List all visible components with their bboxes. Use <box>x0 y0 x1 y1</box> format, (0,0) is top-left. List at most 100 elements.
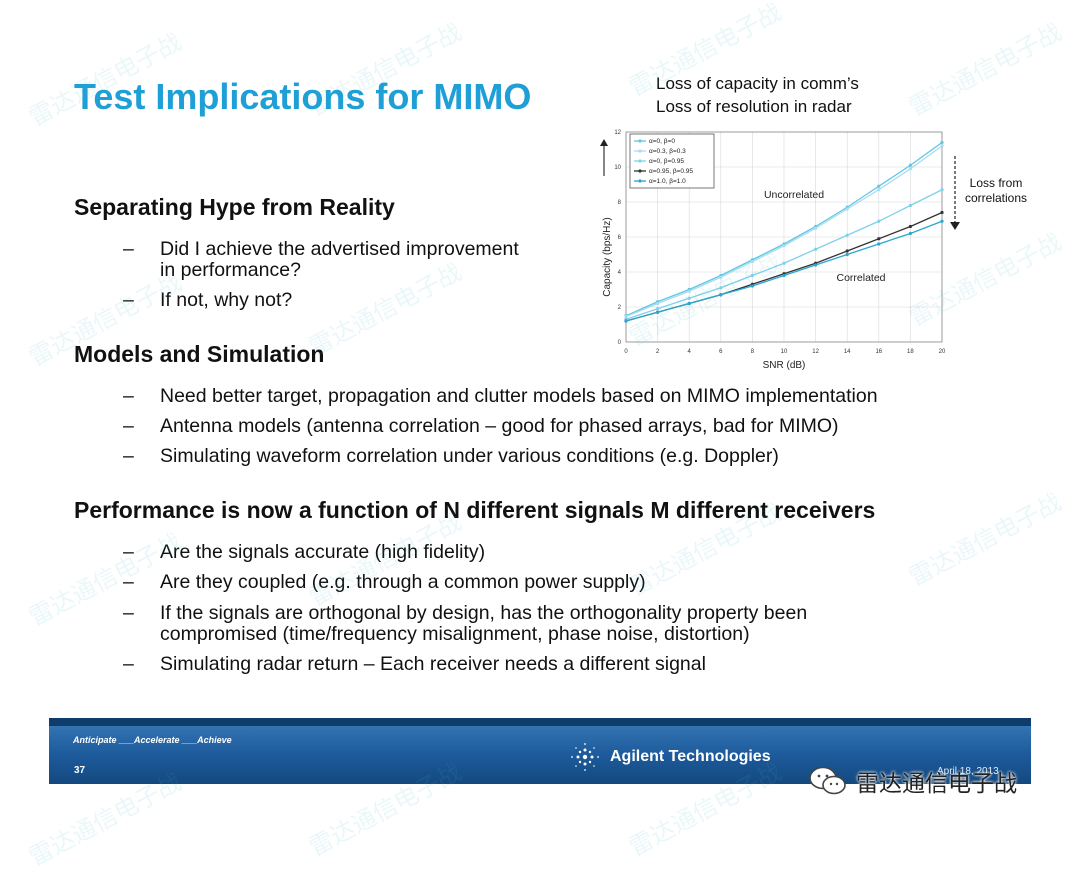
legend-marker <box>638 169 642 173</box>
wechat-watermark: 雷达通信电子战 <box>808 764 1017 798</box>
data-point <box>940 219 944 223</box>
data-point <box>624 319 628 323</box>
section-heading: Performance is now a function of N diffe… <box>74 497 876 523</box>
annotation-correlated: Correlated <box>836 272 885 284</box>
bullet-item: – Are they coupled (e.g. through a commo… <box>123 572 646 593</box>
data-point <box>940 188 944 192</box>
data-point <box>845 249 849 253</box>
down-arrow-icon <box>950 156 960 230</box>
agilent-brand: Agilent Technologies <box>568 740 771 774</box>
legend-marker <box>638 179 642 183</box>
bullet-item: – Antenna models (antenna correlation – … <box>123 416 839 437</box>
footer-date: April 18, 2013 <box>937 766 999 777</box>
data-point <box>719 286 723 290</box>
bullet-item: – Are the signals accurate (high fidelit… <box>123 542 485 563</box>
chart-caption-line: Loss of resolution in radar <box>656 97 852 116</box>
section-heading: Separating Hype from Reality <box>74 194 395 220</box>
data-point <box>782 244 786 248</box>
chart-caption-line: Loss of capacity in comm’s <box>656 74 859 93</box>
legend-label: α=0.3, β=0.3 <box>649 148 686 155</box>
bullet-text: compromised (time/frequency misalignment… <box>160 623 750 645</box>
data-point <box>845 207 849 211</box>
bullet-item: – Need better target, propagation and cl… <box>123 386 878 407</box>
bullet-dash: – <box>123 445 134 467</box>
data-point <box>877 219 881 223</box>
footer-tagline: Anticipate ___Accelerate ___Achieve <box>73 735 232 745</box>
data-point <box>814 263 818 267</box>
data-point <box>814 226 818 230</box>
data-point <box>908 167 912 171</box>
data-point <box>656 310 660 314</box>
data-point <box>656 301 660 306</box>
legend-label: α=0, β=0.95 <box>649 158 684 165</box>
bullet-dash: – <box>123 571 134 593</box>
wechat-icon <box>809 766 846 795</box>
loss-note-line: correlations <box>964 191 1028 205</box>
bullet-dash: – <box>123 238 134 260</box>
y-tick-label: 8 <box>618 200 622 206</box>
bullet-text: in performance? <box>160 259 301 281</box>
bullet-dash: – <box>123 602 134 624</box>
legend-marker <box>638 139 642 143</box>
x-tick-label: 14 <box>844 349 851 355</box>
x-tick-label: 4 <box>688 349 692 355</box>
bullet-text: If not, why not? <box>160 289 293 311</box>
data-point <box>687 289 691 293</box>
legend-marker <box>638 149 642 153</box>
bullet-text: Did I achieve the advertised improvement <box>160 238 519 260</box>
data-point <box>750 284 754 288</box>
legend-label: α=0.95, β=0.95 <box>649 168 693 175</box>
legend-label: α=0, β=0 <box>649 138 675 145</box>
data-point <box>908 224 912 229</box>
bullet-dash: – <box>123 289 134 311</box>
watermark-text: 雷达通信电子战 <box>904 17 1066 122</box>
bullet-item: – Did I achieve the advertised improveme… <box>123 239 519 281</box>
x-tick-label: 8 <box>751 349 755 355</box>
bullet-item: – If the signals are orthogonal by desig… <box>123 603 807 645</box>
y-tick-label: 2 <box>618 305 622 311</box>
x-tick-label: 20 <box>939 349 946 355</box>
data-point <box>687 301 691 306</box>
bullet-text: Simulating waveform correlation under va… <box>160 445 779 467</box>
y-tick-label: 0 <box>618 340 622 346</box>
data-point <box>877 242 881 246</box>
section-heading: Models and Simulation <box>74 341 325 367</box>
y-tick-label: 10 <box>614 165 621 171</box>
legend-marker <box>638 159 642 163</box>
data-point <box>719 293 723 297</box>
capacity-chart: 0 2 4 6 8 10 12 14 16 18 20 0 2 4 6 8 10 12 SNR (dB) Capaci… <box>600 130 946 370</box>
bullet-text: Simulating radar return – Each receiver … <box>160 653 706 675</box>
data-point <box>656 307 660 311</box>
data-point <box>940 144 944 148</box>
wechat-label: 雷达通信电子战 <box>856 771 1017 797</box>
data-point <box>845 252 849 257</box>
data-point <box>877 184 881 188</box>
y-axis-up-arrowhead-icon <box>600 139 608 146</box>
data-point <box>750 273 754 278</box>
bullet-dash: – <box>123 653 134 675</box>
bullet-text: Are they coupled (e.g. through a common … <box>160 571 646 593</box>
data-point <box>908 231 912 236</box>
brand-name: Agilent Technologies <box>610 748 771 765</box>
bullet-item: – Simulating waveform correlation under … <box>123 446 779 467</box>
data-point <box>908 163 912 167</box>
x-tick-label: 6 <box>719 349 723 355</box>
plot-frame <box>625 131 943 343</box>
x-tick-label: 12 <box>812 349 819 355</box>
data-point <box>687 296 691 300</box>
y-axis-label: Capacity (bps/Hz) <box>602 217 613 296</box>
y-tick-label: 4 <box>618 270 622 276</box>
bullet-text: If the signals are orthogonal by design,… <box>160 602 808 624</box>
bullet-text: Antenna models (antenna correlation – go… <box>160 415 839 437</box>
bullet-text: Need better target, propagation and clut… <box>160 385 878 407</box>
x-axis-label: SNR (dB) <box>763 360 806 370</box>
footer-top-stripe <box>49 718 1031 726</box>
y-tick-label: 6 <box>618 235 622 241</box>
bullet-text: Are the signals accurate (high fidelity) <box>160 541 486 563</box>
x-tick-label: 18 <box>907 349 914 355</box>
data-point <box>877 188 881 192</box>
data-point <box>750 259 754 264</box>
legend-label: α=1.0, β=1.0 <box>649 178 686 185</box>
x-tick-label: 16 <box>875 349 882 355</box>
footer-bar: Anticipate ___Accelerate ___Achieve 37 A… <box>49 718 1031 784</box>
